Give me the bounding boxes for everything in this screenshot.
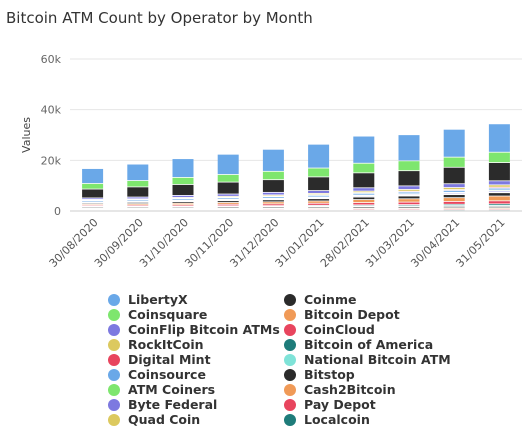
- bar-segment: [488, 124, 510, 152]
- bar-segment: [172, 199, 194, 200]
- bar-segment: [262, 180, 284, 192]
- bar-segment: [308, 201, 330, 203]
- bar-segment: [262, 197, 284, 198]
- y-tick-label: 40k: [41, 104, 62, 117]
- bar-segment: [308, 199, 330, 201]
- bar-segment: [488, 152, 510, 163]
- bar-segment: [217, 201, 239, 203]
- bar-segment: [398, 171, 420, 186]
- bar-segment: [262, 202, 284, 204]
- bar-segment: [217, 204, 239, 206]
- bar-segment: [262, 171, 284, 180]
- bar-segment: [217, 154, 239, 175]
- bar-segment: [353, 203, 375, 205]
- bar-segment: [353, 199, 375, 203]
- bar-segment: [488, 196, 510, 201]
- bar-segment: [127, 180, 149, 187]
- bar-segment: [217, 194, 239, 196]
- y-tick-label: 20k: [41, 154, 62, 167]
- bar-segment: [82, 168, 104, 184]
- bar-segment: [172, 184, 194, 195]
- bar-segment: [217, 174, 239, 182]
- bar-segment: [488, 204, 510, 206]
- bar-segment: [217, 198, 239, 199]
- bar-segment: [398, 192, 420, 194]
- bar-segment: [127, 187, 149, 197]
- bar-segment: [353, 193, 375, 195]
- grid-lines: [70, 58, 522, 212]
- bar-segment: [488, 181, 510, 185]
- bar-segment: [262, 204, 284, 206]
- bar-segment: [443, 129, 465, 157]
- bar-segment: [82, 198, 104, 200]
- bar-segment: [488, 185, 510, 187]
- bar-segment: [172, 202, 194, 203]
- bar-segment: [398, 186, 420, 190]
- bar-segment: [217, 202, 239, 204]
- bar-segment: [443, 195, 465, 198]
- bar-segment: [488, 201, 510, 204]
- bar-segment: [217, 182, 239, 194]
- bar-segment: [308, 177, 330, 191]
- bar-segment: [262, 149, 284, 171]
- chart-title: Bitcoin ATM Count by Operator by Month: [6, 9, 313, 27]
- bar-segment: [82, 183, 104, 189]
- bar-segment: [398, 135, 420, 161]
- bars: [82, 124, 510, 211]
- bar-segment: [127, 164, 149, 181]
- bar-segment: [262, 192, 284, 195]
- bar-segment: [443, 167, 465, 184]
- bar-segment: [443, 157, 465, 167]
- bar-segment: [172, 203, 194, 205]
- bar-segment: [308, 195, 330, 197]
- bar-segment: [82, 189, 104, 198]
- bar-segment: [488, 188, 510, 190]
- bar-segment: [398, 199, 420, 202]
- bar-segment: [443, 187, 465, 190]
- bar-segment: [443, 190, 465, 192]
- bar-segment: [308, 144, 330, 168]
- bar-segment: [127, 197, 149, 199]
- bar-segment: [398, 202, 420, 205]
- bar-segment: [443, 201, 465, 204]
- bar-segment: [172, 195, 194, 198]
- bar-segment: [308, 190, 330, 193]
- bar-segment: [353, 197, 375, 200]
- bar-segment: [308, 203, 330, 205]
- bar-segment: [262, 200, 284, 202]
- bar-segment: [488, 193, 510, 196]
- bar-segment: [353, 136, 375, 163]
- bar-segment: [172, 177, 194, 185]
- bar-segment: [353, 188, 375, 191]
- y-tick-label: 60k: [41, 53, 62, 66]
- y-axis-title: Values: [20, 117, 33, 153]
- bar-segment: [308, 168, 330, 177]
- bar-segment: [172, 159, 194, 178]
- bar-segment: [398, 196, 420, 199]
- bar-segment: [488, 162, 510, 181]
- bar-segment: [353, 163, 375, 173]
- bar-segment: [398, 189, 420, 191]
- bar-segment: [398, 161, 420, 171]
- bar-segment: [443, 198, 465, 202]
- bar-segment: [353, 173, 375, 188]
- x-tick-label: 31/05/2021: [453, 216, 507, 270]
- bar-segment: [443, 184, 465, 188]
- bar-segment: [353, 191, 375, 193]
- y-tick-label: 0: [54, 205, 61, 218]
